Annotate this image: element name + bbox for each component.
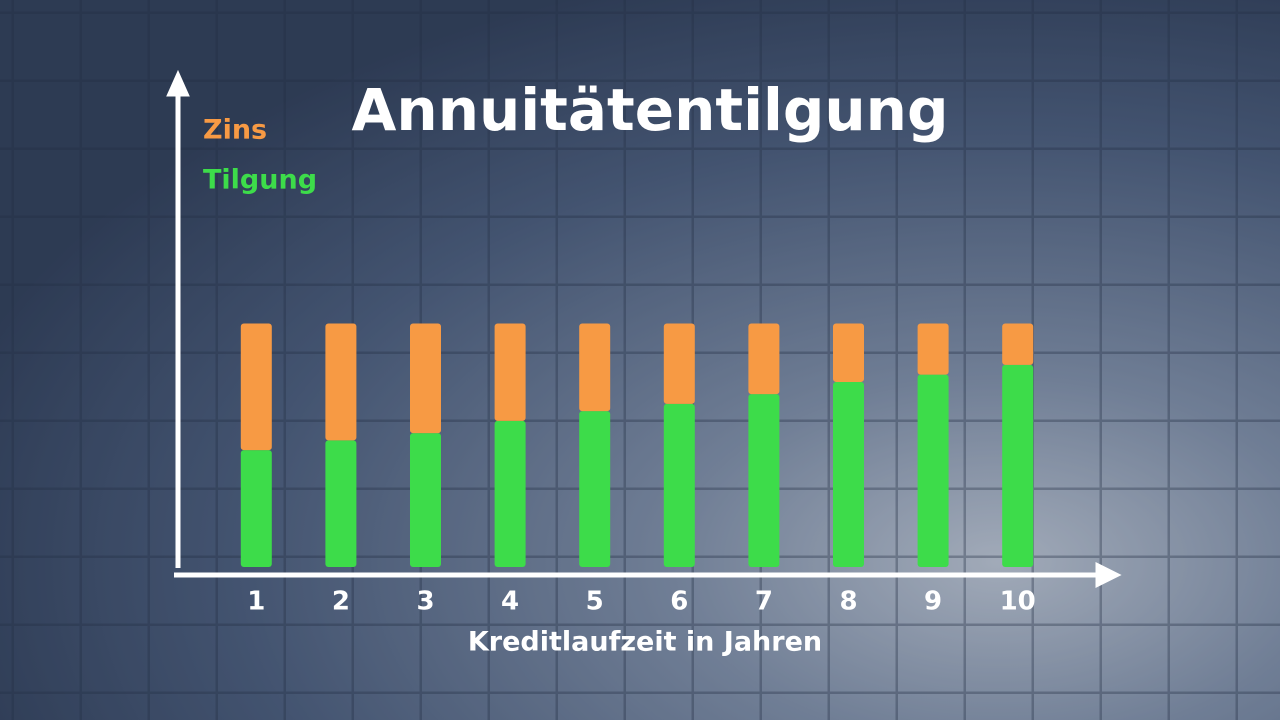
bar-segment [240, 450, 272, 567]
bar-segment [410, 433, 441, 567]
x-tick-label: 3 [416, 587, 434, 617]
x-tick-label: 7 [755, 587, 773, 617]
x-tick-label: 8 [839, 587, 857, 617]
x-tick-label: 6 [670, 587, 688, 617]
bar-segment [325, 440, 357, 567]
x-axis [174, 561, 1122, 589]
bar-segment [579, 323, 611, 412]
bar-segment [240, 323, 272, 451]
chart-title: Annuitätentilgung [352, 76, 949, 144]
y-axis [166, 69, 190, 568]
bar-segment [833, 381, 864, 567]
bar-segment [748, 394, 780, 567]
bar-segment [325, 323, 357, 441]
bar-segment [1002, 323, 1034, 365]
bar-segment [917, 374, 949, 567]
bar-segment [917, 323, 949, 375]
x-axis-label: Kreditlaufzeit in Jahren [468, 627, 822, 658]
bar-segment [833, 323, 864, 382]
bar-segment [663, 403, 695, 567]
x-tick-label: 5 [586, 587, 604, 617]
legend-label: Zins [203, 115, 267, 146]
x-tick-label: 1 [247, 587, 265, 617]
bar-segment [1002, 364, 1034, 567]
plot-area [240, 323, 1034, 567]
bar-segment [410, 323, 441, 434]
bar-segment [494, 420, 526, 567]
bar-segment [663, 323, 695, 404]
x-tick-label: 10 [1000, 587, 1036, 617]
x-tick-label: 2 [332, 587, 350, 617]
x-tick-label: 9 [924, 587, 942, 617]
bar-segment [748, 323, 780, 395]
bar-segment [579, 411, 611, 567]
legend-label: Tilgung [203, 165, 317, 196]
x-tick-label: 4 [501, 587, 519, 617]
bar-segment [494, 323, 526, 421]
